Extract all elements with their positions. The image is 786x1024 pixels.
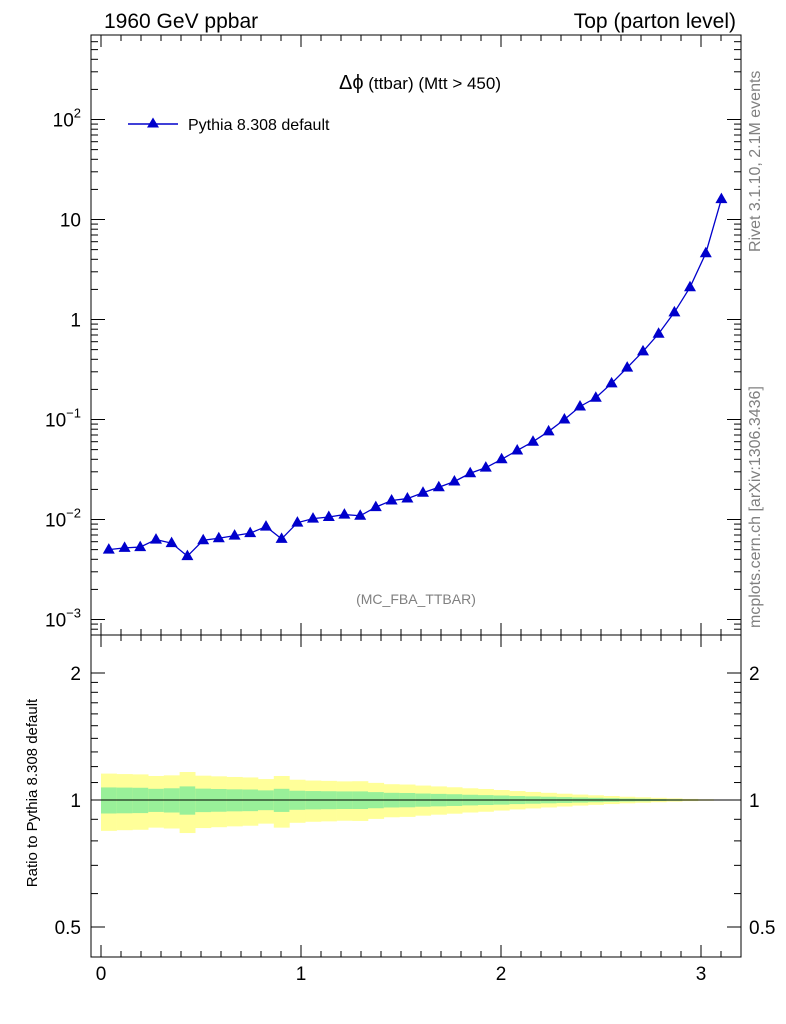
ratio-ytick-label: 2 bbox=[70, 664, 81, 685]
data-point bbox=[589, 391, 602, 402]
analysis-annotation: (MC_FBA_TTBAR) bbox=[356, 591, 476, 607]
main-ytick-label-exp: −2 bbox=[66, 506, 81, 521]
ratio-bands bbox=[101, 772, 730, 834]
main-ytick-label-base: 10 bbox=[53, 111, 74, 132]
header-left: 1960 GeV ppbar bbox=[104, 10, 258, 33]
data-point bbox=[338, 508, 351, 519]
main-ytick-label-exp: −1 bbox=[66, 406, 81, 421]
main-ytick-label-base: 10 bbox=[45, 611, 66, 632]
mcplots-side-text: mcplots.cern.ch [arXiv:1306.3436] bbox=[747, 386, 764, 628]
data-point bbox=[495, 452, 508, 464]
data-point bbox=[291, 516, 304, 527]
data-point bbox=[197, 533, 210, 545]
data-point bbox=[212, 531, 225, 543]
ratio-ytick-label-right: 1 bbox=[749, 791, 760, 812]
data-point bbox=[605, 376, 618, 388]
data-point bbox=[542, 424, 555, 436]
legend: Pythia 8.308 default bbox=[128, 117, 330, 134]
ratio-ytick-label-right: 2 bbox=[749, 664, 760, 685]
rivet-side-text: Rivet 3.1.10, 2.1M events bbox=[747, 71, 764, 252]
data-point bbox=[401, 492, 414, 503]
data-point bbox=[637, 344, 649, 356]
main-ytick-label-exp: 2 bbox=[74, 106, 81, 121]
series-line bbox=[108, 198, 723, 558]
data-point bbox=[527, 435, 539, 446]
ratio-ticks: 0 1 2 3 0.5 0.5 1 1 2 2 bbox=[55, 635, 775, 985]
legend-marker bbox=[147, 117, 159, 128]
main-ytick-label-base: 1 bbox=[70, 311, 81, 332]
ratio-xtick-label: 0 bbox=[96, 964, 107, 985]
ratio-ytick-label-right: 0.5 bbox=[749, 918, 775, 939]
ratio-xtick-label: 3 bbox=[696, 964, 707, 985]
plot-title-symbol: Δϕ bbox=[339, 72, 364, 94]
data-point bbox=[260, 520, 272, 531]
main-ytick-label: 10−1 bbox=[45, 406, 81, 432]
main-ytick-label-base: 10 bbox=[60, 211, 81, 232]
legend-label: Pythia 8.308 default bbox=[188, 117, 330, 134]
data-point bbox=[511, 443, 524, 455]
ratio-xtick-label: 2 bbox=[496, 964, 507, 985]
ratio-ytick-label: 0.5 bbox=[55, 918, 81, 939]
ratio-frame bbox=[90, 634, 742, 958]
data-point bbox=[479, 461, 492, 472]
data-point bbox=[307, 512, 319, 523]
data-point bbox=[275, 532, 288, 543]
main-ytick-label: 10−2 bbox=[45, 506, 81, 532]
main-ytick-label-exp: −3 bbox=[66, 606, 81, 621]
main-ytick-label-base: 10 bbox=[45, 511, 66, 532]
ratio-ytick-label: 1 bbox=[70, 791, 81, 812]
ratio-panel: 0 1 2 3 0.5 0.5 1 1 2 2 Ratio to Pythia 8.308 def… bbox=[24, 634, 775, 985]
data-point bbox=[715, 192, 728, 204]
data-point bbox=[448, 474, 461, 486]
main-ytick-label: 10 bbox=[60, 211, 81, 232]
data-point bbox=[385, 493, 398, 505]
data-point bbox=[417, 486, 429, 497]
data-point bbox=[322, 510, 335, 521]
data-point bbox=[150, 533, 162, 544]
header-right: Top (parton level) bbox=[574, 10, 736, 33]
data-point bbox=[558, 413, 571, 424]
ratio-band-inner bbox=[179, 786, 196, 815]
data-point bbox=[699, 246, 712, 258]
data-point bbox=[652, 327, 665, 338]
data-point bbox=[684, 280, 696, 292]
data-point bbox=[102, 543, 115, 554]
main-ytick-label: 1 bbox=[70, 311, 81, 332]
data-point bbox=[668, 305, 681, 317]
data-point bbox=[134, 540, 147, 552]
data-point bbox=[432, 480, 445, 492]
data-point bbox=[621, 361, 634, 372]
data-point bbox=[165, 536, 178, 548]
data-point bbox=[228, 529, 241, 540]
main-ytick-label: 102 bbox=[53, 106, 81, 132]
plot-title: Δϕ (ttbar) (Mtt > 450) bbox=[339, 72, 501, 94]
data-point bbox=[118, 541, 131, 552]
data-point bbox=[181, 549, 194, 561]
data-point bbox=[354, 509, 367, 520]
ratio-ylabel: Ratio to Pythia 8.308 default bbox=[24, 698, 41, 887]
main-panel: Δϕ (ttbar) (Mtt > 450) (MC_FBA_TTBAR) 10… bbox=[45, 34, 742, 636]
data-point bbox=[574, 399, 586, 411]
plot-title-rest: (ttbar) (Mtt > 450) bbox=[364, 74, 501, 93]
main-ytick-label-base: 10 bbox=[45, 411, 66, 432]
main-ytick-label: 10−3 bbox=[45, 606, 81, 632]
main-series bbox=[102, 192, 728, 561]
data-point bbox=[369, 500, 382, 512]
data-point bbox=[244, 526, 257, 538]
ratio-xtick-label: 1 bbox=[296, 964, 307, 985]
data-point bbox=[464, 466, 477, 478]
